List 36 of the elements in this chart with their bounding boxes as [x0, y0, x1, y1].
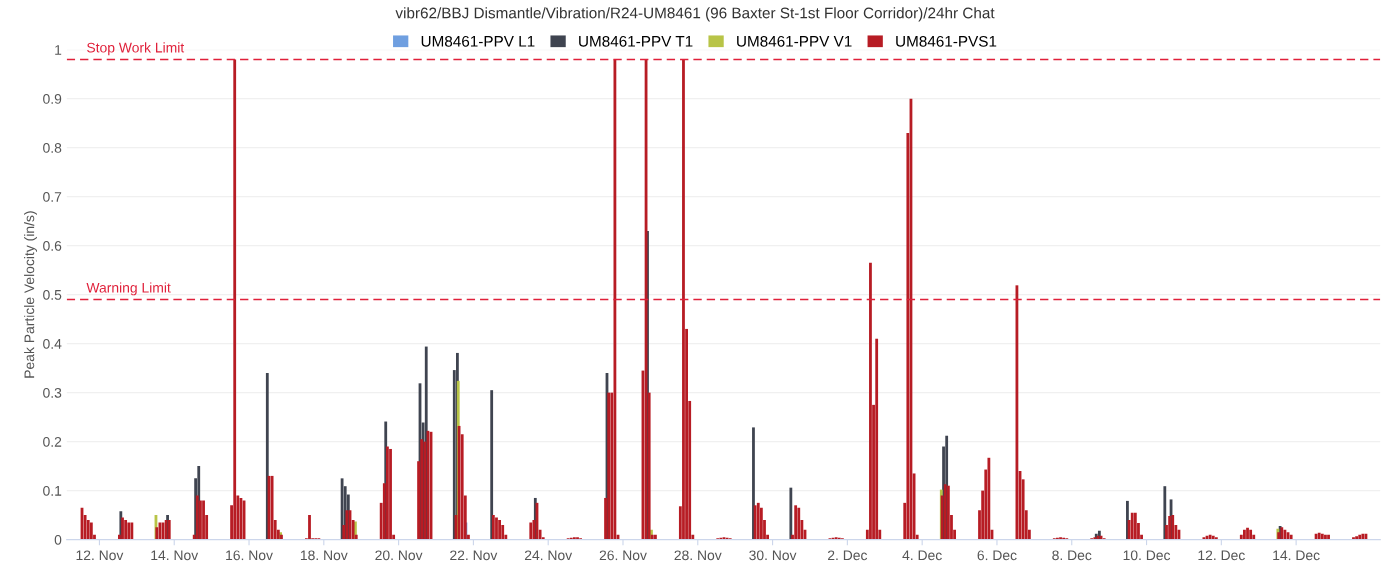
ref-line-label: Stop Work Limit	[87, 42, 185, 56]
x-tick-label: 18. Nov	[300, 550, 348, 561]
ref-line-label: Warning Limit	[86, 282, 171, 296]
legend-label: UM8461-PPV L1	[421, 35, 535, 47]
y-tick-label: 0	[54, 534, 62, 545]
x-tick-label: 14. Dec	[1273, 550, 1320, 561]
x-tick-label: 8. Dec	[1052, 550, 1092, 561]
x-tick-label: 2. Dec	[828, 550, 868, 561]
x-tick-label: 10. Dec	[1123, 550, 1171, 561]
y-tick-label: 0.5	[43, 289, 62, 300]
y-tick-label: 0.7	[43, 191, 62, 202]
legend-label: UM8461-PVS1	[896, 35, 997, 47]
x-tick-label: 6. Dec	[977, 550, 1017, 561]
y-tick-label: 0.1	[43, 485, 62, 496]
legend-label: UM8461-PPV V1	[737, 35, 852, 47]
y-tick-label: 1	[55, 45, 62, 55]
x-tick-label: 4. Dec	[902, 550, 942, 561]
x-tick-label: 28. Nov	[674, 550, 722, 561]
y-tick-label: 0.2	[43, 436, 62, 447]
x-tick-label: 26. Nov	[599, 550, 647, 561]
y-tick-label: 0.8	[43, 142, 62, 153]
x-tick-label: 20. Nov	[375, 550, 423, 561]
chart-title: vibr62/BBJ Dismantle/Vibration/R24-UM8461 (96 Baxter St-1st Floor Corridor)/24hr Chat	[395, 7, 995, 22]
y-tick-label: 0.3	[43, 387, 62, 398]
y-tick-label: 0.4	[43, 338, 62, 349]
x-tick-label: 12. Nov	[76, 550, 124, 561]
x-tick-label: 22. Nov	[450, 550, 498, 561]
x-tick-label: 24. Nov	[524, 550, 573, 561]
y-tick-label: 0.6	[43, 240, 62, 251]
y-tick-label: 0.9	[43, 94, 62, 104]
legend-label: UM8461-PPV T1	[579, 35, 693, 47]
x-tick-label: 30. Nov	[749, 550, 797, 561]
x-tick-label: 12. Dec	[1198, 550, 1245, 561]
y-axis-title: Peak Particle Velocity (in/s)	[24, 211, 37, 378]
x-tick-label: 16. Nov	[226, 550, 273, 561]
x-tick-label: 14. Nov	[151, 550, 199, 561]
